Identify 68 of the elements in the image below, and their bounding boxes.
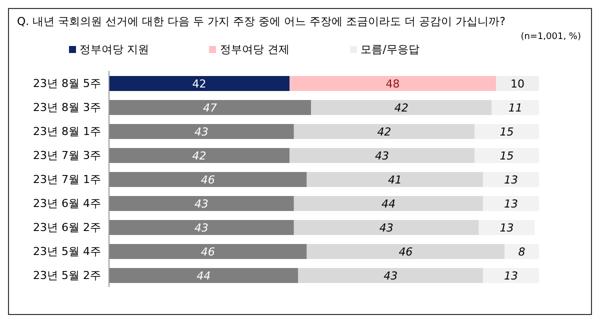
data-label: 42 <box>394 102 408 114</box>
data-label: 8 <box>518 246 526 258</box>
bar <box>483 196 539 211</box>
data-label: 42 <box>192 150 206 162</box>
data-label: 43 <box>194 222 208 234</box>
data-label: 46 <box>200 174 215 186</box>
legend-label: 정부여당 지원 <box>80 43 150 56</box>
y-tick-label: 23년 7월 3주 <box>33 148 101 162</box>
y-tick-label: 23년 6월 2주 <box>33 220 101 234</box>
data-label: 42 <box>192 78 206 90</box>
data-label: 43 <box>375 150 390 162</box>
legend-label: 정부여당 견제 <box>220 43 290 56</box>
bar <box>496 76 539 91</box>
bar <box>311 100 492 115</box>
bar <box>109 148 290 163</box>
data-label: 47 <box>203 102 218 114</box>
data-label: 43 <box>194 126 208 138</box>
y-tick-label: 23년 6월 4주 <box>33 196 101 210</box>
y-tick-label: 23년 8월 1주 <box>33 124 101 138</box>
bar <box>294 124 474 139</box>
data-label: 48 <box>386 78 400 90</box>
bar <box>306 244 505 259</box>
y-tick-label: 23년 8월 5주 <box>33 76 101 90</box>
bar <box>294 196 484 211</box>
text: (n=1,001, %) <box>520 31 582 42</box>
bar <box>109 124 294 139</box>
bar <box>109 100 312 115</box>
bar <box>109 196 294 211</box>
bar <box>290 148 474 163</box>
y-tick-label: 23년 7월 1주 <box>33 172 101 186</box>
bar <box>492 100 539 115</box>
data-label: 15 <box>500 150 514 162</box>
data-label: 42 <box>377 126 392 138</box>
data-label: 46 <box>398 246 413 258</box>
y-tick-label: 23년 5월 4주 <box>33 244 101 258</box>
data-label: 44 <box>196 270 211 282</box>
data-label: 13 <box>500 222 514 234</box>
y-tick-label: 23년 8월 3주 <box>33 100 101 114</box>
legend-label: 모름/무응답 <box>360 43 420 56</box>
data-label: 43 <box>194 198 208 210</box>
bar <box>294 220 479 235</box>
data-label: 11 <box>508 102 522 114</box>
data-label: 13 <box>504 198 518 210</box>
bar <box>483 172 539 187</box>
bar <box>109 220 294 235</box>
data-label: 44 <box>382 198 396 210</box>
bar <box>474 148 539 163</box>
data-label: 13 <box>504 270 518 282</box>
bar <box>474 124 539 139</box>
bar <box>109 172 307 187</box>
bar <box>109 244 307 259</box>
data-label: 43 <box>379 222 394 234</box>
data-label: 13 <box>504 174 518 186</box>
data-label: 43 <box>384 270 398 282</box>
data-label: 41 <box>388 174 402 186</box>
data-label: 15 <box>500 126 514 138</box>
bar <box>109 268 298 283</box>
bar <box>504 244 539 259</box>
bar <box>109 76 290 91</box>
data-label: 46 <box>200 246 215 258</box>
bar <box>298 268 484 283</box>
chart-title: Q. 내년 국회의원 선거에 대한 다음 두 가지 주장 중에 어느 주장에 조금이라도 더 공감이 가십니까? <box>16 14 506 29</box>
bar <box>306 172 484 187</box>
bar <box>483 268 539 283</box>
bar <box>290 76 496 91</box>
y-tick-label: 23년 5월 2주 <box>33 268 101 282</box>
bar <box>478 220 535 235</box>
data-label: 10 <box>510 78 524 90</box>
